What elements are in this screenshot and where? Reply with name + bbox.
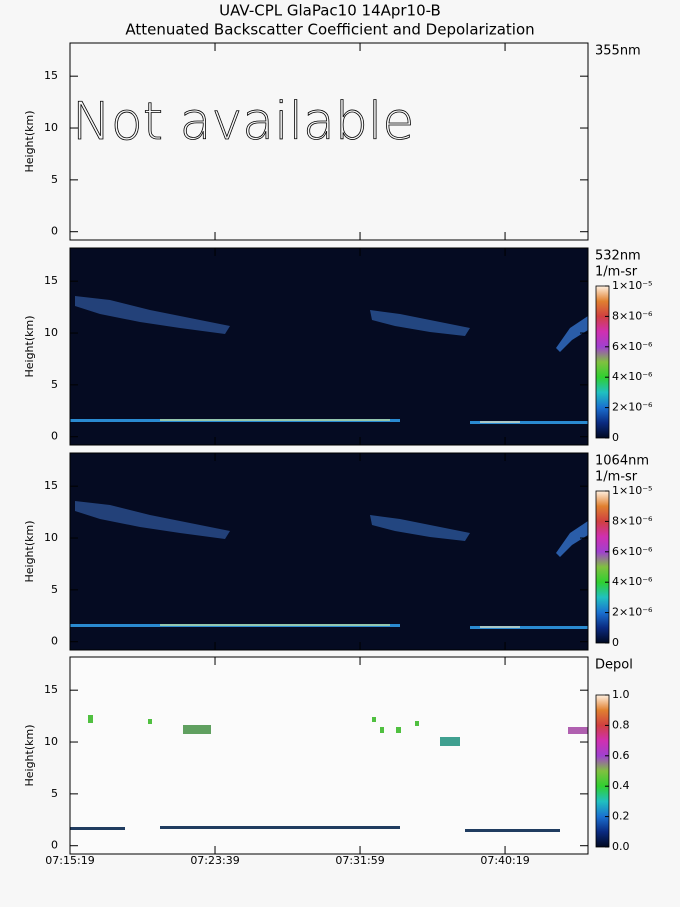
x-tick-label: 07:15:19 — [45, 854, 94, 867]
colorbar-tick-label: 1.0 — [612, 688, 630, 701]
y-tick-label: 10 — [44, 735, 58, 748]
y-tick-label: 15 — [44, 274, 58, 287]
y-tick-label: 0 — [51, 430, 58, 443]
plot-frame — [69, 452, 589, 651]
colorbar-tick-label: 4×10⁻⁶ — [612, 370, 653, 383]
y-tick-label: 10 — [44, 531, 58, 544]
colorbar-tick-label: 1×10⁻⁵ — [612, 279, 652, 292]
y-tick-label: 5 — [51, 787, 58, 800]
y-axis-label: Height(km) — [23, 520, 36, 582]
y-axis-label: Height(km) — [23, 315, 36, 377]
plot-frame — [69, 656, 589, 855]
colorbar-tick-label: 0 — [612, 636, 619, 649]
colorbar-tick-label: 6×10⁻⁶ — [612, 545, 653, 558]
curtain-355 — [70, 43, 588, 240]
y-tick-label: 0 — [51, 635, 58, 648]
colorbar — [595, 490, 610, 644]
y-tick-label: 5 — [51, 378, 58, 391]
y-tick-label: 0 — [51, 225, 58, 238]
x-tick-label: 07:40:19 — [480, 854, 529, 867]
y-tick-label: 15 — [44, 683, 58, 696]
panel-label: 532nm — [595, 249, 641, 264]
y-tick-label: 10 — [44, 326, 58, 339]
y-axis-label: Height(km) — [23, 724, 36, 786]
colorbar-tick-label: 1×10⁻⁵ — [612, 484, 652, 497]
colorbar-tick-label: 0.0 — [612, 840, 630, 853]
x-tick-label: 07:23:39 — [190, 854, 239, 867]
colorbar-tick-label: 0.4 — [612, 779, 630, 792]
plot-frame — [69, 247, 589, 446]
colorbar-tick-label: 6×10⁻⁶ — [612, 340, 653, 353]
y-tick-label: 15 — [44, 69, 58, 82]
units-label: 1/m-sr — [595, 265, 638, 280]
y-tick-label: 10 — [44, 121, 58, 134]
y-tick-label: 15 — [44, 479, 58, 492]
curtain-1064 — [70, 453, 588, 650]
curtain-depol — [70, 657, 588, 854]
colorbar-tick-label: 2×10⁻⁶ — [612, 606, 653, 619]
plot-frame — [69, 42, 589, 241]
y-tick-label: 0 — [51, 839, 58, 852]
chart-title: UAV-CPL GlaPac10 14Apr10-B — [219, 2, 441, 20]
panel-label: 1064nm — [595, 454, 649, 469]
y-axis-label: Height(km) — [23, 110, 36, 172]
x-tick-label: 07:31:59 — [335, 854, 384, 867]
colorbar-tick-label: 8×10⁻⁶ — [612, 514, 653, 527]
chart-title: Attenuated Backscatter Coefficient and D… — [125, 21, 534, 39]
colorbar — [595, 285, 610, 439]
not-available: Not available — [72, 92, 414, 152]
panel-label: Depol — [595, 658, 633, 673]
colorbar-tick-label: 0.8 — [612, 718, 630, 731]
units-label: 1/m-sr — [595, 470, 638, 485]
curtain-532 — [70, 248, 588, 445]
colorbar-tick-label: 0 — [612, 431, 619, 444]
panel-label: 355nm — [595, 44, 641, 59]
colorbar-tick-label: 0.2 — [612, 810, 630, 823]
colorbar-tick-label: 4×10⁻⁶ — [612, 575, 653, 588]
colorbar-tick-label: 0.6 — [612, 749, 630, 762]
colorbar-tick-label: 8×10⁻⁶ — [612, 309, 653, 322]
y-tick-label: 5 — [51, 173, 58, 186]
y-tick-label: 5 — [51, 583, 58, 596]
colorbar-tick-label: 2×10⁻⁶ — [612, 401, 653, 414]
colorbar — [595, 694, 610, 848]
